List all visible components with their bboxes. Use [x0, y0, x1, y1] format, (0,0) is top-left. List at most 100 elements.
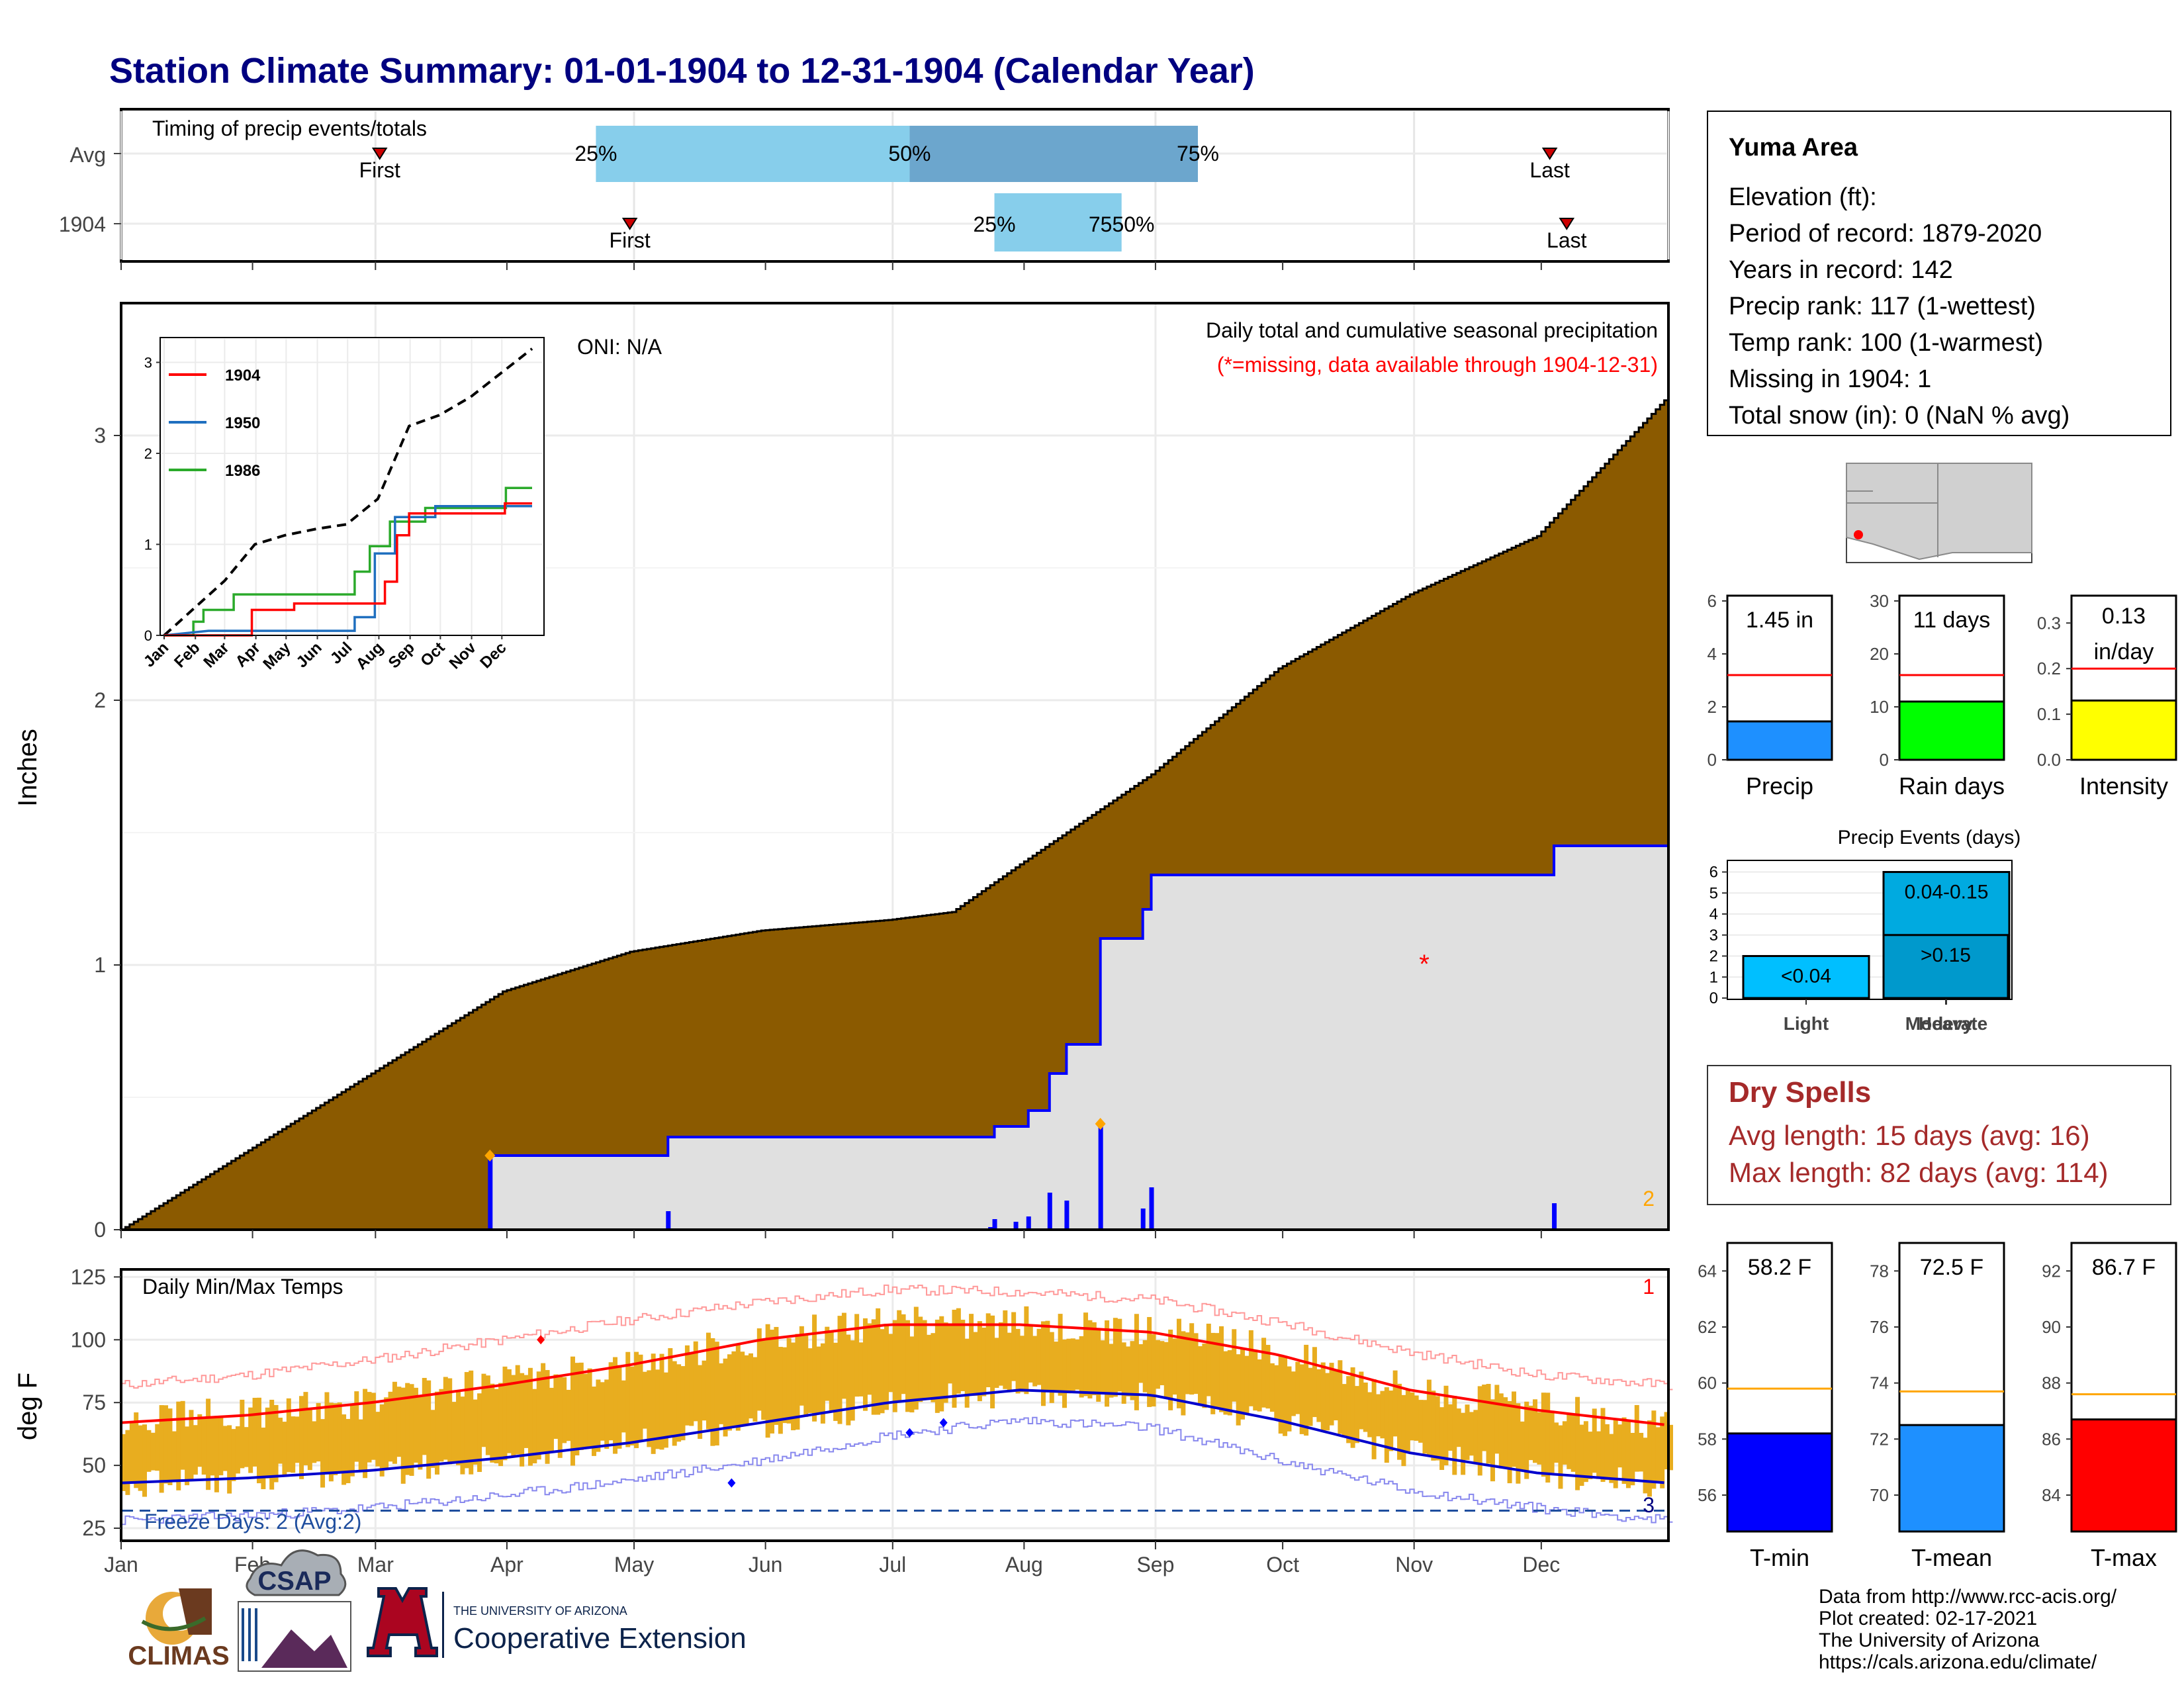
daily-temp-bar [511, 1375, 516, 1457]
daily-temp-bar [1443, 1385, 1449, 1466]
month-label: Jan [104, 1553, 138, 1577]
daily-temp-bar [400, 1387, 406, 1484]
daily-temp-bar [1533, 1399, 1538, 1463]
station-info-line: Elevation (ft): [1729, 183, 1877, 211]
events-bin-label: 0.04-0.15 [1905, 882, 1989, 903]
daily-temp-bar [210, 1418, 215, 1476]
daily-temp-bar [1066, 1338, 1071, 1394]
daily-temp-bar [333, 1403, 338, 1475]
daily-temp-bar [1325, 1373, 1330, 1431]
daily-temp-bar [1617, 1424, 1623, 1468]
daily-temp-bar [1655, 1427, 1661, 1482]
events-ytick-label: 4 [1709, 905, 1718, 923]
intensity-value-label: in/day [2094, 639, 2154, 664]
daily-temp-bar [557, 1375, 563, 1458]
daily-temp-bar [197, 1414, 203, 1467]
events-ytick-label: 5 [1709, 884, 1718, 902]
tmin-ytick-label: 56 [1698, 1485, 1717, 1505]
daily-temp-bar [901, 1314, 906, 1394]
daily-temp-bar [435, 1391, 439, 1475]
daily-temp-bar [1189, 1323, 1195, 1395]
tmax-summary: 84 86 88 90 92 86.7 F T-max [2042, 1242, 2177, 1571]
dry-spells-avg: Avg length: 15 days (avg: 16) [1729, 1120, 2090, 1151]
ua-small-text: THE UNIVERSITY OF ARIZONA [453, 1604, 627, 1618]
station-info-line: Period of record: 1879-2020 [1729, 220, 2042, 248]
daily-temp-bar [227, 1425, 232, 1494]
daily-temp-bar [541, 1363, 546, 1454]
daily-temp-bar [702, 1360, 707, 1421]
raindays-summary: 0 10 20 30 11 days Rain days [1870, 591, 2005, 800]
daily-temp-bar [850, 1340, 855, 1421]
daily-temp-bar [1634, 1404, 1639, 1472]
daily-temp-bar [1625, 1420, 1631, 1488]
tmean-bar [1898, 1424, 2005, 1533]
temp-ytick-label: 25 [82, 1516, 106, 1540]
precip-summary-bars: 0 2 4 6 1.45 in Precip 0 10 20 30 11 days Rain days… [1707, 591, 2177, 800]
daily-temp-bar [146, 1430, 152, 1472]
precip-ytick-label: 0 [1707, 750, 1717, 770]
daily-temp-bar [1575, 1396, 1580, 1490]
daily-temp-bar [375, 1412, 381, 1467]
station-name: Yuma Area [1729, 134, 1858, 161]
daily-temp-bar [770, 1330, 775, 1434]
daily-temp-bar [714, 1342, 719, 1446]
daily-temp-bar [1287, 1366, 1292, 1432]
avg-last-label: Last [1529, 158, 1570, 182]
tmean-value-label: 72.5 F [1920, 1255, 1983, 1280]
daily-temp-bar [1583, 1421, 1588, 1483]
daily-precip-bar [1047, 1193, 1052, 1230]
daily-temp-bar [867, 1323, 872, 1395]
daily-temp-bar [1117, 1318, 1122, 1392]
daily-precip-bar [1064, 1201, 1069, 1230]
daily-temp-bar [1032, 1336, 1038, 1387]
precip-caption: Daily total and cumulative seasonal prec… [1206, 318, 1658, 342]
daily-temp-bar [1113, 1318, 1118, 1397]
tmin-summary: 56 58 60 62 64 58.2 F T-min [1698, 1242, 1833, 1571]
daily-temp-bar [1054, 1342, 1059, 1393]
daily-temp-bar [931, 1333, 936, 1402]
inset-legend-label: 1986 [225, 462, 260, 480]
daily-temp-bar [1274, 1365, 1279, 1420]
precip-ytick-label: 2 [94, 688, 106, 712]
precip-ytick-label: 0 [94, 1218, 106, 1242]
daily-temp-bar [1007, 1332, 1012, 1391]
temp-record-marker [905, 1428, 914, 1438]
daily-temp-bar [358, 1419, 363, 1472]
daily-temp-bar [693, 1341, 698, 1422]
daily-temp-bar [1070, 1338, 1075, 1391]
daily-temp-bar [880, 1329, 885, 1414]
daily-temp-bar [520, 1373, 525, 1467]
temp-frame [120, 1268, 1670, 1542]
daily-temp-bar [744, 1355, 749, 1426]
daily-temp-bar [1172, 1338, 1177, 1395]
daily-temp-bar [1647, 1420, 1652, 1497]
daily-temp-bar [125, 1430, 130, 1495]
daily-temp-bar [592, 1387, 596, 1456]
daily-temp-bar [1354, 1386, 1359, 1443]
daily-temp-bar [1236, 1354, 1241, 1426]
daily-temp-bar [1567, 1413, 1572, 1469]
raindays-ytick-label: 30 [1870, 591, 1889, 611]
daily-temp-bar [1439, 1407, 1445, 1470]
events-category-label: Heavy [1919, 1013, 1974, 1034]
temp-summary-bars: 56 58 60 62 64 58.2 F T-min 70 72 74 76 78 72.5 F T-m… [1698, 1242, 2177, 1571]
source-line: Data from http://www.rcc-acis.org/ [1819, 1586, 2117, 1608]
daily-temp-bar [698, 1365, 703, 1440]
daily-temp-bar [316, 1402, 321, 1462]
intensity-summary: 0.0 0.1 0.2 0.3 0.13 in/day Intensity [2037, 594, 2177, 800]
daily-temp-bar [341, 1414, 347, 1485]
daily-temp-bar [1138, 1344, 1144, 1383]
daily-temp-bar [1592, 1408, 1597, 1473]
daily-temp-bar [1096, 1330, 1101, 1402]
precip-events-chart: Precip Events (days) <0.04 0.04-0.15 >0.15… [1709, 827, 2021, 1034]
inset-ytick-label: 1 [144, 537, 152, 553]
daily-temp-bar [985, 1313, 991, 1387]
daily-temp-bar [799, 1326, 804, 1406]
daily-temp-bar [1461, 1412, 1466, 1475]
daily-temp-bar [1160, 1341, 1165, 1386]
daily-temp-bar [647, 1370, 652, 1447]
daily-temp-bar [409, 1384, 414, 1476]
daily-temp-bar [1295, 1361, 1300, 1414]
